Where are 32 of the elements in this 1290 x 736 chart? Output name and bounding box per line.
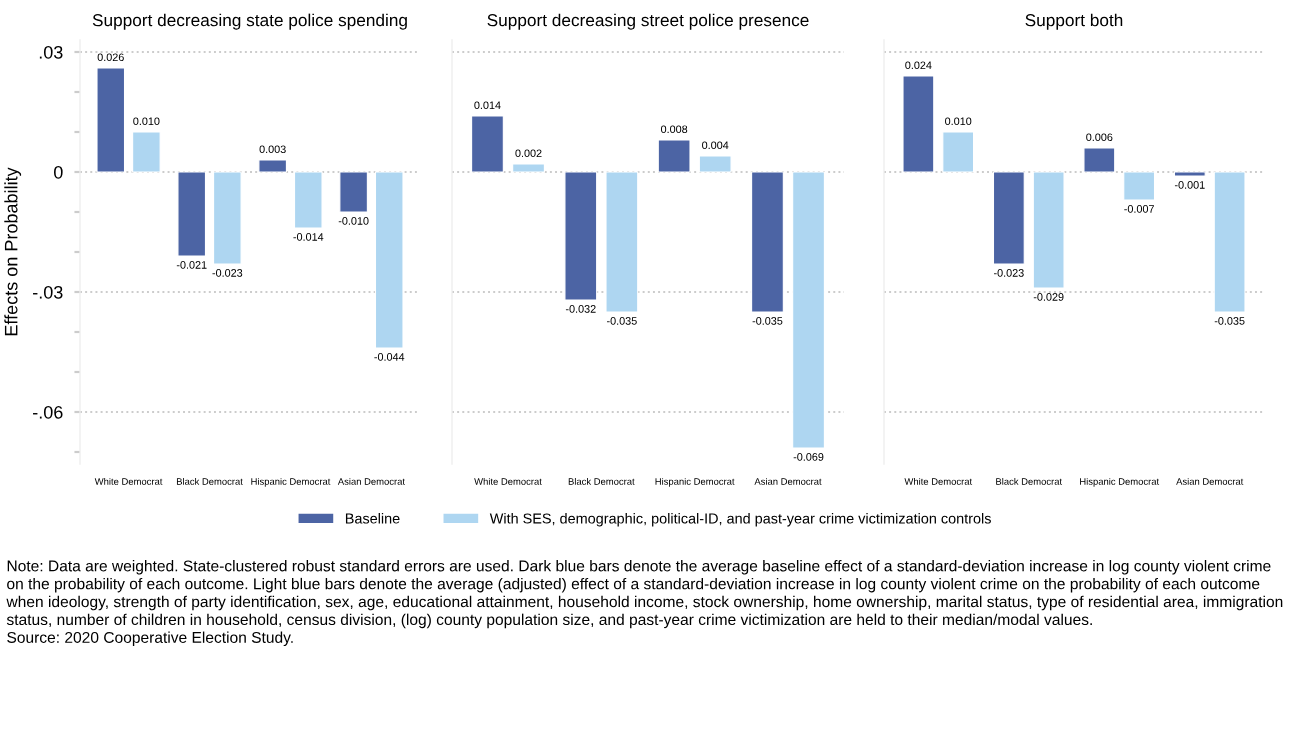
- bar: [512, 163, 545, 173]
- bar: [792, 171, 825, 449]
- bar: [213, 171, 242, 265]
- bar: [374, 171, 404, 349]
- bar: [96, 67, 126, 173]
- bar: [293, 171, 323, 229]
- chart-title: Support decreasing state police spending: [92, 13, 407, 30]
- bar: [564, 171, 598, 301]
- y-tick-label: -.06: [33, 405, 63, 419]
- bar: [339, 171, 368, 213]
- bar: [992, 171, 1025, 265]
- bar: [177, 171, 207, 257]
- bar: [902, 75, 935, 173]
- y-tick-label: 0: [54, 165, 63, 179]
- bar: [605, 171, 639, 313]
- y-axis-title: Effects on Probability: [4, 167, 22, 336]
- y-tick-label: .03: [39, 45, 63, 59]
- bar: [1083, 147, 1116, 173]
- bar: [1213, 171, 1246, 313]
- bar: [132, 131, 161, 173]
- bar: [698, 155, 732, 173]
- bar: [471, 115, 504, 173]
- chart-title: Support both: [1025, 13, 1123, 30]
- y-tick-label: -.03: [33, 285, 63, 299]
- bar: [258, 159, 287, 173]
- bar: [1032, 171, 1065, 289]
- bar: [1173, 171, 1206, 177]
- bar: [657, 139, 691, 173]
- chart-title: Support decreasing street police presence: [487, 13, 809, 30]
- bar: [751, 171, 784, 313]
- bar: [1123, 171, 1156, 201]
- bar: [942, 131, 975, 173]
